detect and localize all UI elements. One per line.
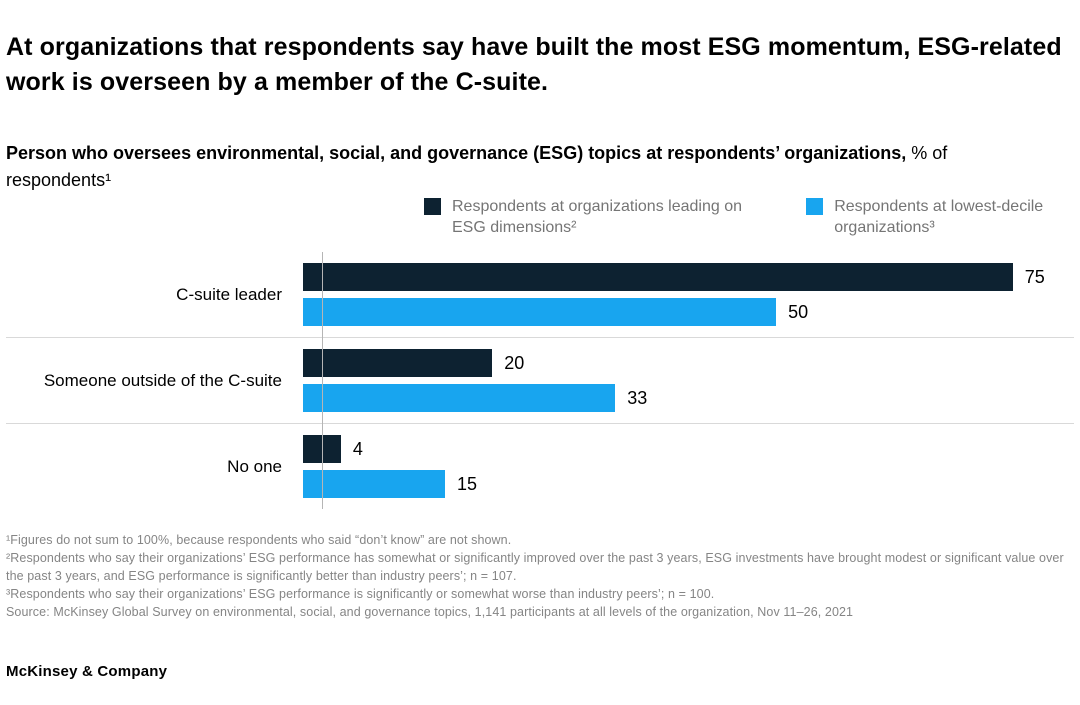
source-line: Source: McKinsey Global Survey on enviro… (6, 605, 854, 620)
bar-line: 4 (303, 435, 1060, 464)
legend-item: Respondents at organizations leading on … (424, 196, 766, 238)
bar (303, 349, 493, 378)
bar (303, 435, 341, 464)
footnote-line: ¹Figures do not sum to 100%, because res… (6, 533, 512, 548)
chart-rows: C-suite leader 75 50 Someone outside of the… (6, 252, 1074, 509)
chart-row: No one 4 15 (6, 424, 1074, 509)
bar-value-label: 4 (352, 438, 363, 459)
bar-line: 75 (303, 263, 1060, 292)
mckinsey-logo: McKinsey & Company (6, 663, 168, 681)
chart-row: Someone outside of the C-suite 20 33 (6, 338, 1074, 425)
category-label: C-suite leader (176, 284, 282, 304)
bar-value-label: 33 (627, 387, 648, 408)
bar (303, 298, 777, 327)
footnotes: ¹Figures do not sum to 100%, because res… (6, 531, 1074, 621)
legend-label: Respondents at lowest-decile organizatio… (834, 198, 1044, 237)
bar-line: 33 (303, 384, 1060, 413)
bar-value-label: 75 (1024, 266, 1045, 287)
bar (303, 384, 616, 413)
bar-value-label: 15 (456, 473, 477, 494)
chart-row: C-suite leader 75 50 (6, 252, 1074, 339)
bar-chart: C-suite leader 75 50 Someone outside of the… (6, 252, 1074, 510)
row-plot: 75 50 (302, 263, 1074, 327)
chart-subtitle: Person who oversees environmental, socia… (6, 140, 986, 194)
category-label: Someone outside of the C-suite (43, 370, 282, 390)
footnote-line: ²Respondents who say their organizations… (6, 551, 1064, 584)
bar-value-label: 20 (504, 352, 525, 373)
legend: Respondents at organizations leading on … (424, 196, 1074, 238)
legend-item: Respondents at lowest-decile organizatio… (806, 196, 1074, 238)
legend-label: Respondents at organizations leading on … (452, 198, 742, 237)
chart-subtitle-unit: % of respondents¹ (6, 143, 948, 190)
exhibit-title: At organizations that respondents say ha… (6, 33, 1062, 96)
exhibit-page: At organizations that respondents say ha… (6, 33, 1074, 681)
category-label: No one (227, 456, 282, 476)
footnote-line: ³Respondents who say their organizations… (6, 587, 715, 602)
bar-value-label: 50 (788, 301, 809, 322)
light-blue-swatch (806, 198, 824, 215)
row-plot: 4 15 (302, 435, 1074, 499)
bar-line: 20 (303, 349, 1060, 378)
chart-subtitle-bold: Person who oversees environmental, socia… (6, 143, 907, 163)
bar (303, 470, 445, 499)
dark-navy-swatch (424, 198, 441, 215)
bar (303, 263, 1013, 292)
bar-line: 50 (303, 298, 1060, 327)
row-plot: 20 33 (302, 349, 1074, 413)
axis-baseline (322, 252, 323, 510)
bar-line: 15 (303, 470, 1060, 499)
